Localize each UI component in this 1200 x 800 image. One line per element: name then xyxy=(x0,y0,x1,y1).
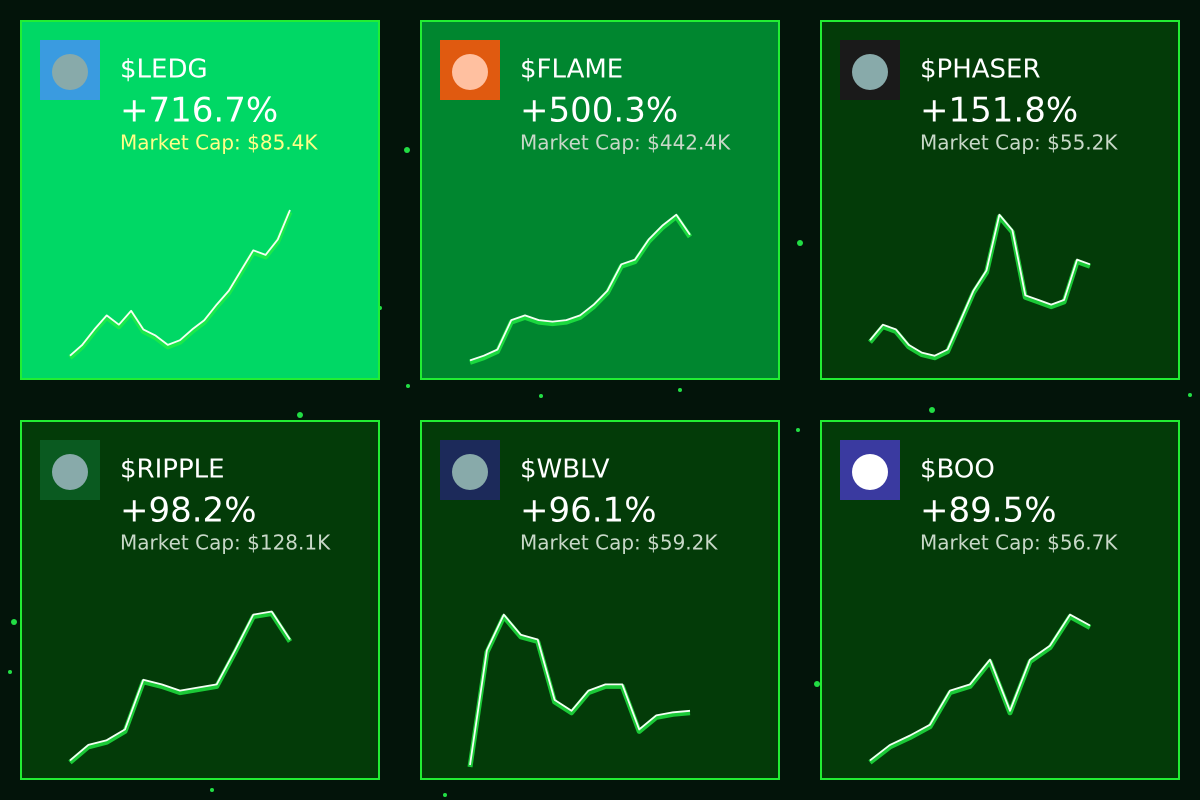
sparkline-glow xyxy=(68,611,293,765)
token-card[interactable]: $LEDG +716.7%Market Cap: $85.4K xyxy=(20,20,380,380)
token-icon-figure xyxy=(452,54,488,90)
token-icon-figure xyxy=(52,54,88,90)
token-icon-figure xyxy=(852,454,888,490)
token-card[interactable]: $BOO +89.5%Market Cap: $56.7K xyxy=(820,420,1180,780)
ticker: $BOO xyxy=(920,455,995,485)
price-change: +500.3% xyxy=(520,91,678,131)
market-cap: Market Cap: $56.7K xyxy=(920,531,1118,555)
sparkline xyxy=(69,610,291,762)
sparkline xyxy=(869,613,1091,762)
market-cap: Market Cap: $85.4K xyxy=(120,131,318,155)
market-cap: Market Cap: $442.4K xyxy=(520,131,731,155)
sparkline xyxy=(869,213,1091,357)
sparkline-glow xyxy=(68,211,293,360)
price-change: +89.5% xyxy=(920,491,1057,531)
background-dots xyxy=(8,147,1192,797)
sparkline xyxy=(469,613,691,766)
ticker: $PHASER xyxy=(920,55,1041,85)
ticker: $FLAME xyxy=(520,55,623,85)
ticker: $LEDG xyxy=(120,55,208,85)
token-icon-figure xyxy=(52,454,88,490)
ticker: $WBLV xyxy=(520,455,610,485)
market-cap: Market Cap: $59.2K xyxy=(520,531,718,555)
sparkline-glow xyxy=(868,214,1091,361)
sparkline-glow xyxy=(467,614,691,768)
price-change: +151.8% xyxy=(920,91,1078,131)
sparkline xyxy=(69,209,291,357)
price-change: +98.2% xyxy=(120,491,257,531)
market-cap: Market Cap: $128.1K xyxy=(120,531,331,555)
ticker: $RIPPLE xyxy=(120,455,225,485)
market-cap: Market Cap: $55.2K xyxy=(920,131,1118,155)
price-change: +96.1% xyxy=(520,491,657,531)
token-card[interactable]: $RIPPLE +98.2%Market Cap: $128.1K xyxy=(20,420,380,780)
token-icon-figure xyxy=(452,454,488,490)
sparkline xyxy=(469,213,691,362)
price-change: +716.7% xyxy=(120,91,278,131)
token-card[interactable]: $PHASER +151.8%Market Cap: $55.2K xyxy=(820,20,1180,380)
token-card[interactable]: $WBLV +96.1%Market Cap: $59.2K xyxy=(420,420,780,780)
sparkline-glow xyxy=(868,614,1092,765)
token-icon-figure xyxy=(852,54,888,90)
token-card[interactable]: $FLAME +500.3%Market Cap: $442.4K xyxy=(420,20,780,380)
